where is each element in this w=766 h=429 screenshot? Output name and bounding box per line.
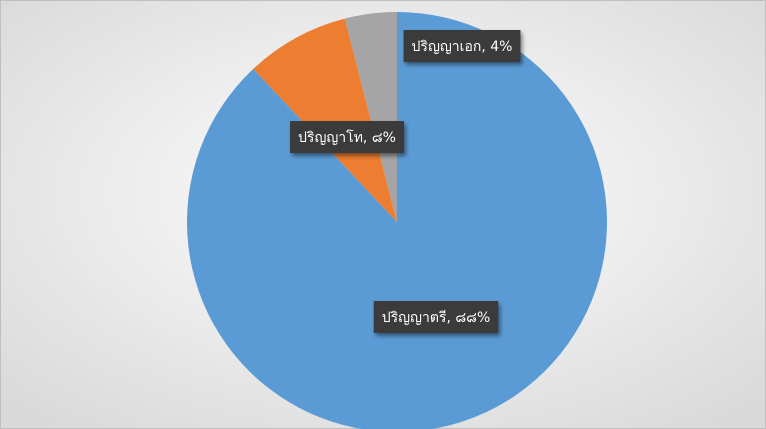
pie-slice	[187, 12, 607, 429]
pie	[187, 12, 607, 429]
data-label-box	[290, 121, 404, 153]
data-label: ปริญญาโท, ๘%	[298, 129, 396, 146]
data-label-box	[403, 30, 521, 62]
data-label: ปริญญาเอก, 4%	[412, 39, 513, 55]
pie-slice	[344, 12, 397, 222]
data-labels: ปริญญาตรี, ๘๘% ปริญญาโท, ๘% ปริญญาเอก, 4%	[290, 30, 521, 333]
pie-slice	[253, 18, 397, 223]
data-label: ปริญญาตรี, ๘๘%	[382, 310, 491, 326]
data-label-box	[373, 301, 499, 333]
